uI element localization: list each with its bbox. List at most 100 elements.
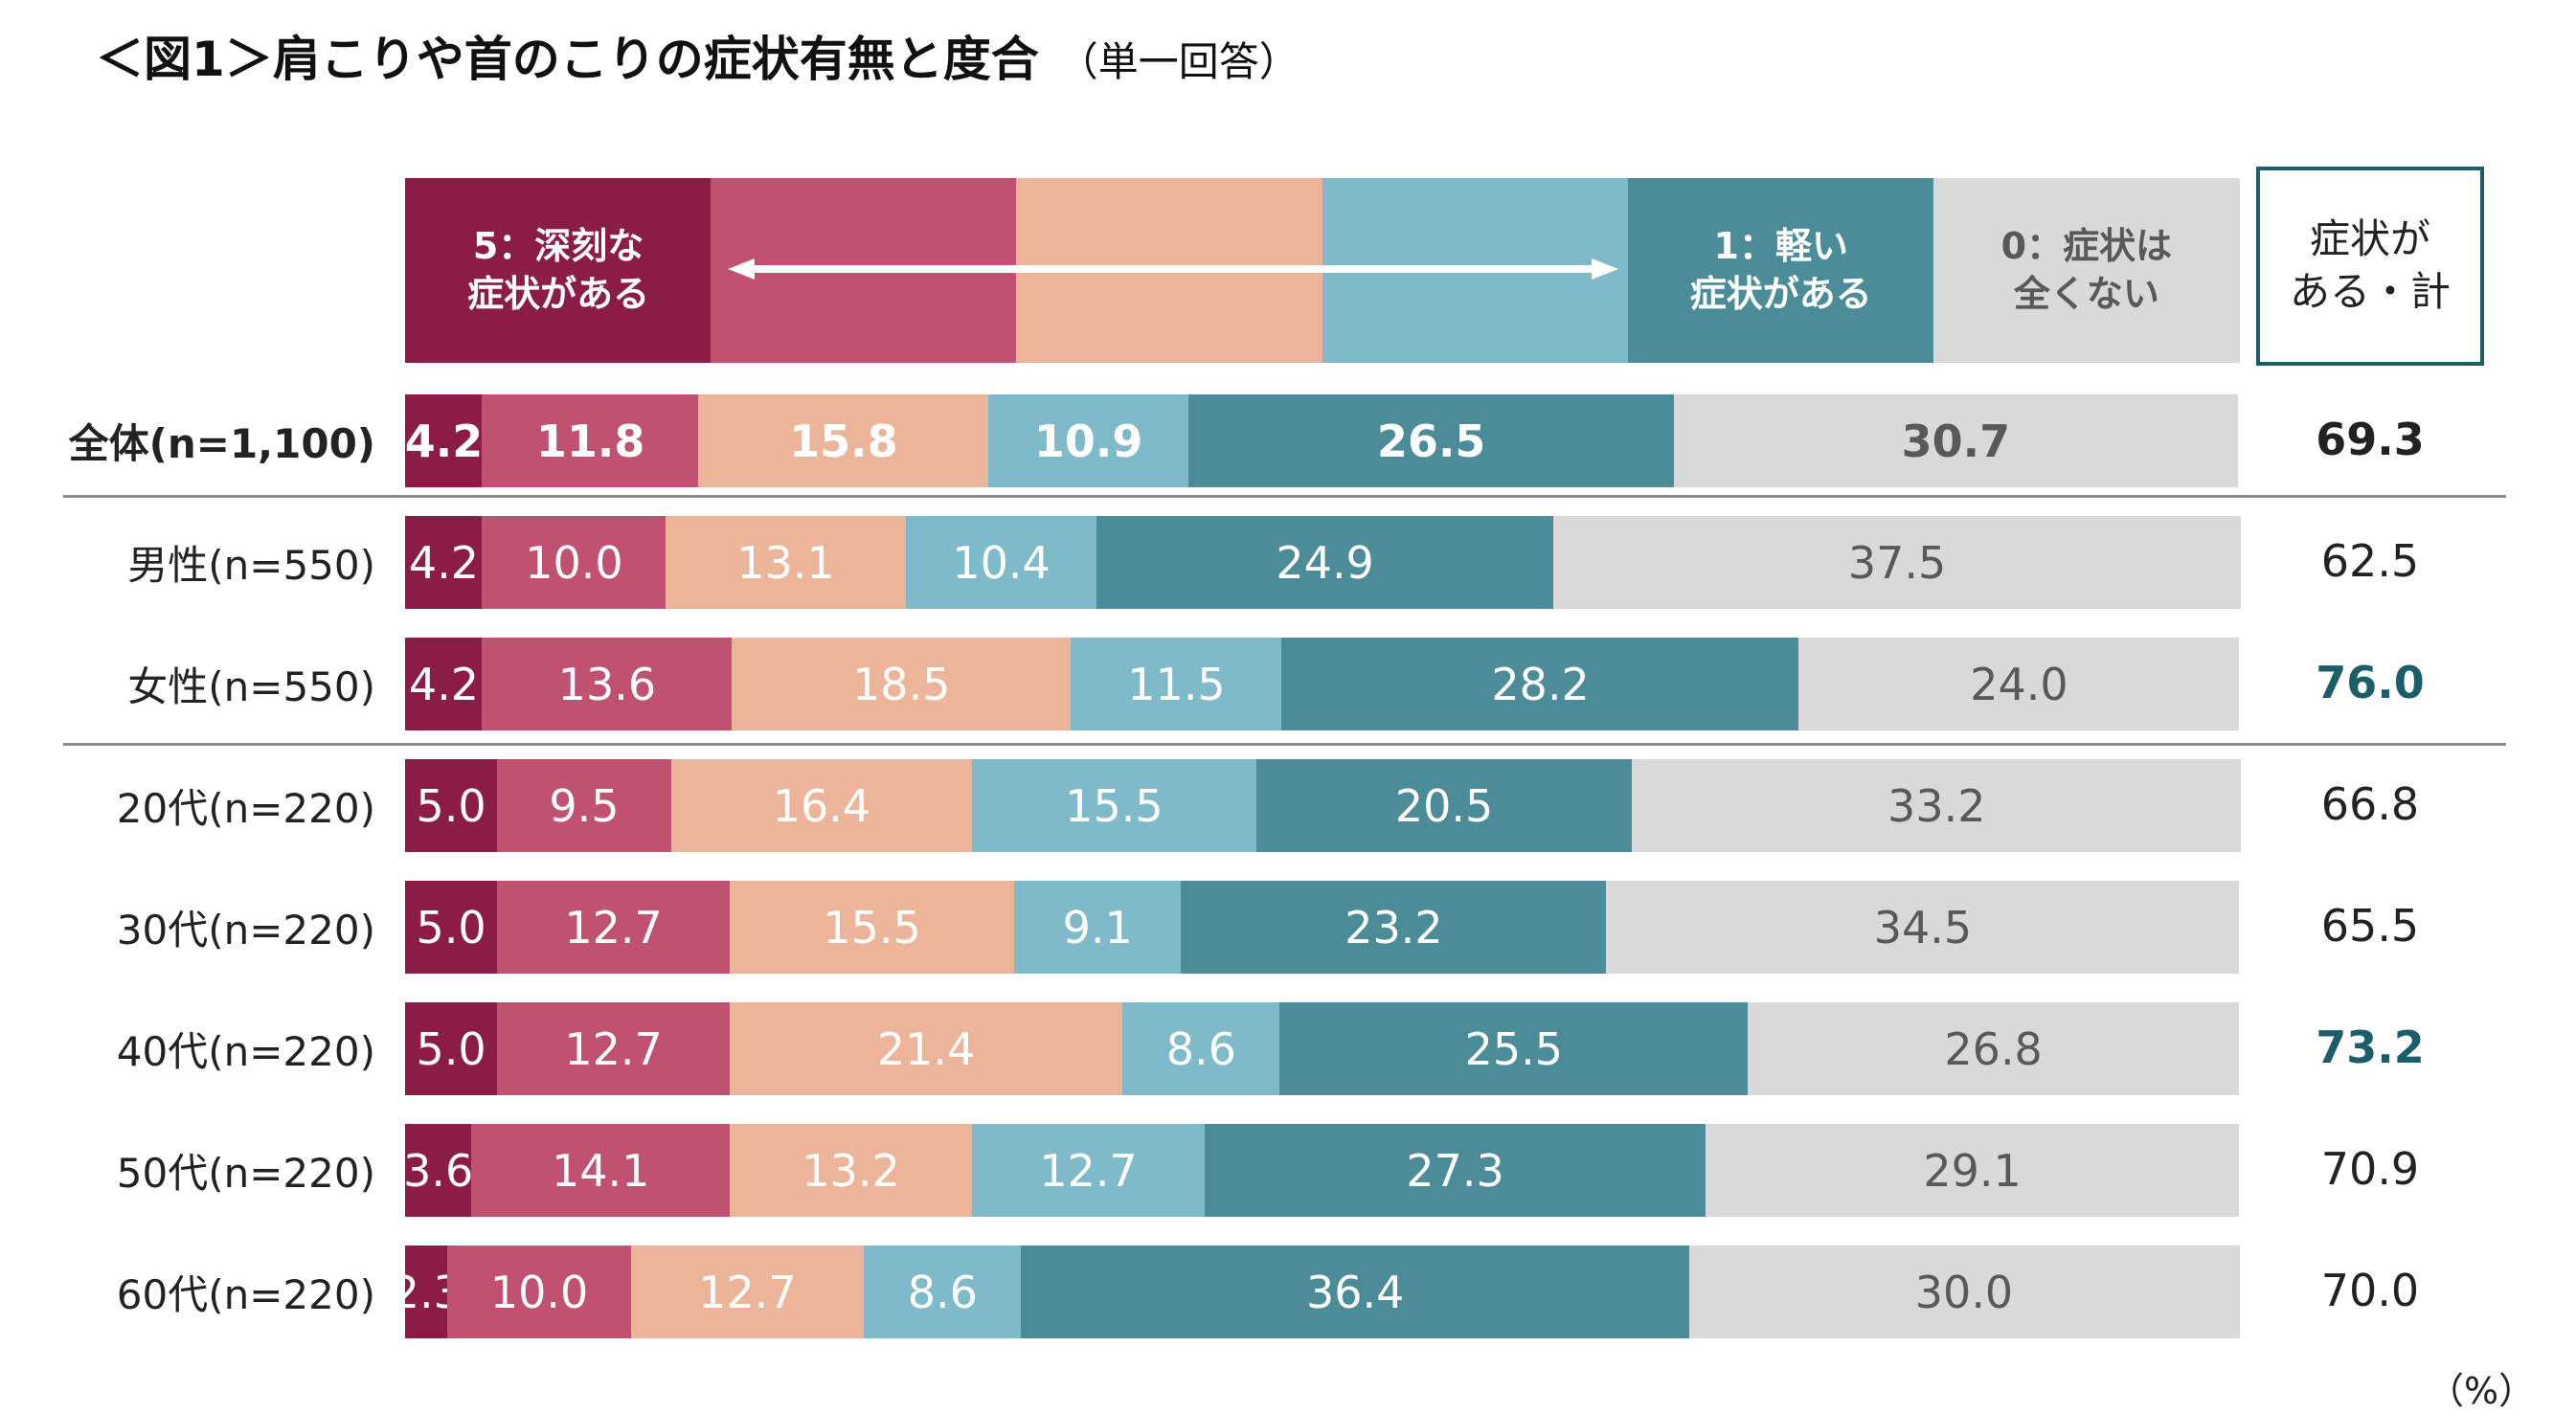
bar-segment: 27.3: [1204, 1124, 1706, 1217]
bar-segment: 11.5: [1071, 638, 1282, 730]
bar-segment: 30.7: [1674, 394, 2238, 487]
data-label: 30.0: [1914, 1266, 2014, 1318]
data-label: 14.1: [551, 1144, 650, 1197]
bar-segment: 5.0: [405, 1002, 498, 1095]
data-label: 23.2: [1344, 901, 1443, 954]
data-label: 16.4: [772, 779, 871, 832]
data-label: 8.6: [907, 1266, 978, 1318]
data-label: 11.5: [1127, 658, 1226, 710]
data-label: 10.0: [489, 1266, 589, 1318]
bar-segment: 9.1: [1013, 881, 1182, 974]
bar-segment: 12.7: [971, 1124, 1206, 1217]
data-label: 3.6: [403, 1144, 474, 1197]
bar-segment: 15.5: [971, 759, 1257, 852]
category-label: 女性(n=550): [127, 663, 375, 710]
data-label: 13.1: [736, 536, 835, 589]
data-label: 25.5: [1464, 1022, 1564, 1075]
data-label: 24.9: [1276, 536, 1374, 589]
data-label: 34.5: [1873, 901, 1973, 954]
double-arrow-icon: [728, 258, 1618, 280]
bar-segment: 13.1: [665, 516, 907, 609]
data-label: 28.2: [1491, 658, 1590, 710]
data-label: 15.8: [789, 415, 898, 467]
data-label: 5.0: [416, 779, 486, 832]
data-label: 27.3: [1406, 1144, 1504, 1197]
data-label: 26.5: [1376, 415, 1486, 467]
category-label: 男性(n=550): [127, 542, 375, 589]
data-label: 26.8: [1944, 1022, 2043, 1075]
bar-segment: 12.7: [496, 1002, 731, 1095]
data-label: 30.7: [1901, 415, 2011, 467]
bar-segment: 12.7: [496, 881, 731, 974]
bar-segment: 4.2: [405, 394, 483, 487]
bar-segment: 34.5: [1606, 881, 2240, 974]
bar-segment: 28.2: [1281, 638, 1799, 730]
bar-segment: 8.6: [863, 1246, 1022, 1338]
data-label: 9.5: [549, 779, 620, 832]
data-label: 5.0: [416, 1022, 486, 1075]
divider-line: [63, 495, 2506, 498]
data-label: 10.9: [1033, 415, 1143, 467]
bar-segment: 23.2: [1181, 881, 1607, 974]
title-main: ＜図1＞肩こりや首のこりの症状有無と度合: [96, 32, 1039, 87]
bar-segment: 26.8: [1747, 1002, 2240, 1095]
total-value: 76.0: [2316, 657, 2425, 708]
data-label: 12.7: [564, 901, 663, 954]
category-label: 20代(n=220): [116, 785, 375, 832]
data-label: 21.4: [876, 1022, 976, 1075]
bar-segment: 3.6: [403, 1124, 474, 1217]
category-label: 40代(n=220): [116, 1028, 375, 1075]
total-value: 70.0: [2320, 1265, 2420, 1316]
bar-segment: 5.0: [405, 759, 498, 852]
data-label: 24.0: [1970, 658, 2068, 710]
bar-segment: 33.2: [1632, 759, 2242, 852]
legend-segment: 1：軽い 症状がある: [1627, 178, 1934, 363]
total-value: 69.3: [2316, 414, 2425, 465]
bar-segment: 14.1: [470, 1124, 731, 1217]
bar-segment: 10.0: [447, 1246, 632, 1338]
category-label: 50代(n=220): [116, 1150, 375, 1197]
data-label: 36.4: [1306, 1266, 1405, 1318]
data-label: 20.5: [1394, 779, 1494, 832]
divider-line: [63, 743, 2506, 746]
bar-segment: 2.3: [392, 1246, 462, 1338]
category-label: 全体(n=1,100): [68, 420, 375, 467]
data-label: 8.6: [1165, 1022, 1236, 1075]
bar-segment: 25.5: [1279, 1002, 1749, 1095]
data-label: 9.1: [1062, 901, 1133, 954]
total-value: 73.2: [2316, 1021, 2425, 1073]
unit-label: （%）: [2428, 1370, 2536, 1412]
bar-segment: 16.4: [670, 759, 973, 852]
bar-segment: 36.4: [1021, 1246, 1689, 1338]
bar-segment: 29.1: [1705, 1124, 2240, 1217]
bar-segment: 13.6: [482, 638, 733, 730]
bar-segment: 9.5: [496, 759, 672, 852]
data-label: 10.0: [525, 536, 623, 589]
bar-segment: 12.7: [630, 1246, 865, 1338]
bar-segment: 18.5: [731, 638, 1072, 730]
data-label: 4.2: [404, 415, 484, 467]
data-label: 4.2: [408, 658, 480, 710]
total-value: 65.5: [2320, 900, 2420, 952]
bar-segment: 26.5: [1187, 394, 1675, 487]
data-label: 15.5: [1065, 779, 1164, 832]
bar-segment: 24.0: [1798, 638, 2240, 730]
data-label: 37.5: [1847, 536, 1947, 589]
data-label: 15.5: [823, 901, 921, 954]
data-label: 18.5: [852, 658, 951, 710]
data-label: 12.7: [564, 1022, 663, 1075]
bar-segment: 21.4: [729, 1002, 1123, 1095]
bar-segment: 10.4: [905, 516, 1097, 609]
data-label: 12.7: [698, 1266, 797, 1318]
total-header: 症状が ある・計: [2256, 167, 2484, 366]
bar-segment: 11.8: [482, 394, 699, 487]
data-label: 4.2: [408, 536, 480, 589]
category-label: 30代(n=220): [116, 907, 375, 954]
total-value: 66.8: [2320, 778, 2420, 830]
bar-segment: 15.8: [698, 394, 989, 487]
bar-segment: 20.5: [1255, 759, 1633, 852]
bar-segment: 13.2: [729, 1124, 973, 1217]
data-label: 13.2: [802, 1144, 900, 1197]
data-label: 5.0: [416, 901, 486, 954]
